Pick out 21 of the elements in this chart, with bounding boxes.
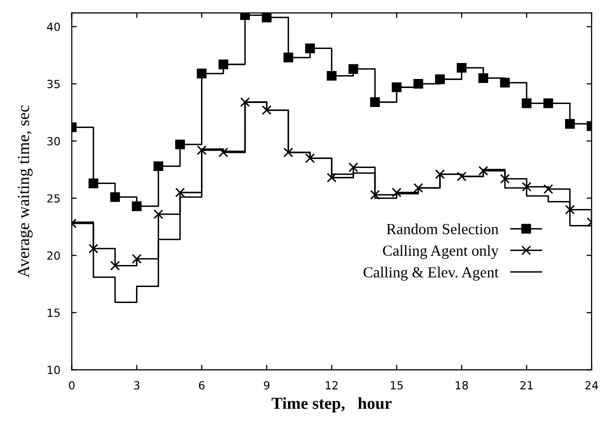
y-tick-label: 35 (47, 80, 60, 88)
legend-label: Random Selection (386, 224, 498, 234)
y-tick-label: 10 (48, 366, 60, 374)
x-tick-label: 18 (456, 381, 468, 390)
x-tick-label: 24 (585, 381, 598, 390)
y-tick-label: 30 (47, 136, 60, 146)
y-tick-label: 40 (47, 22, 60, 32)
x-tick-label: 12 (326, 381, 338, 390)
legend-label: Calling Agent only (383, 245, 499, 259)
x-tick-label: 0 (68, 381, 75, 390)
x-tick-label: 9 (264, 381, 270, 390)
legend-label: Calling & Elev. Agent (364, 266, 499, 281)
x-tick-label: 6 (198, 381, 205, 390)
y-tick-label: 25 (47, 194, 60, 203)
y-tick-label: 20 (47, 251, 60, 260)
x-axis-title: Time step, hour (272, 397, 392, 412)
x-tick-label: 3 (134, 381, 140, 390)
x-tick-label: 21 (520, 381, 533, 390)
y-tick-label: 15 (48, 308, 60, 317)
y-axis-title: Average waiting time, sec (18, 105, 33, 278)
x-tick-label: 15 (390, 381, 403, 390)
